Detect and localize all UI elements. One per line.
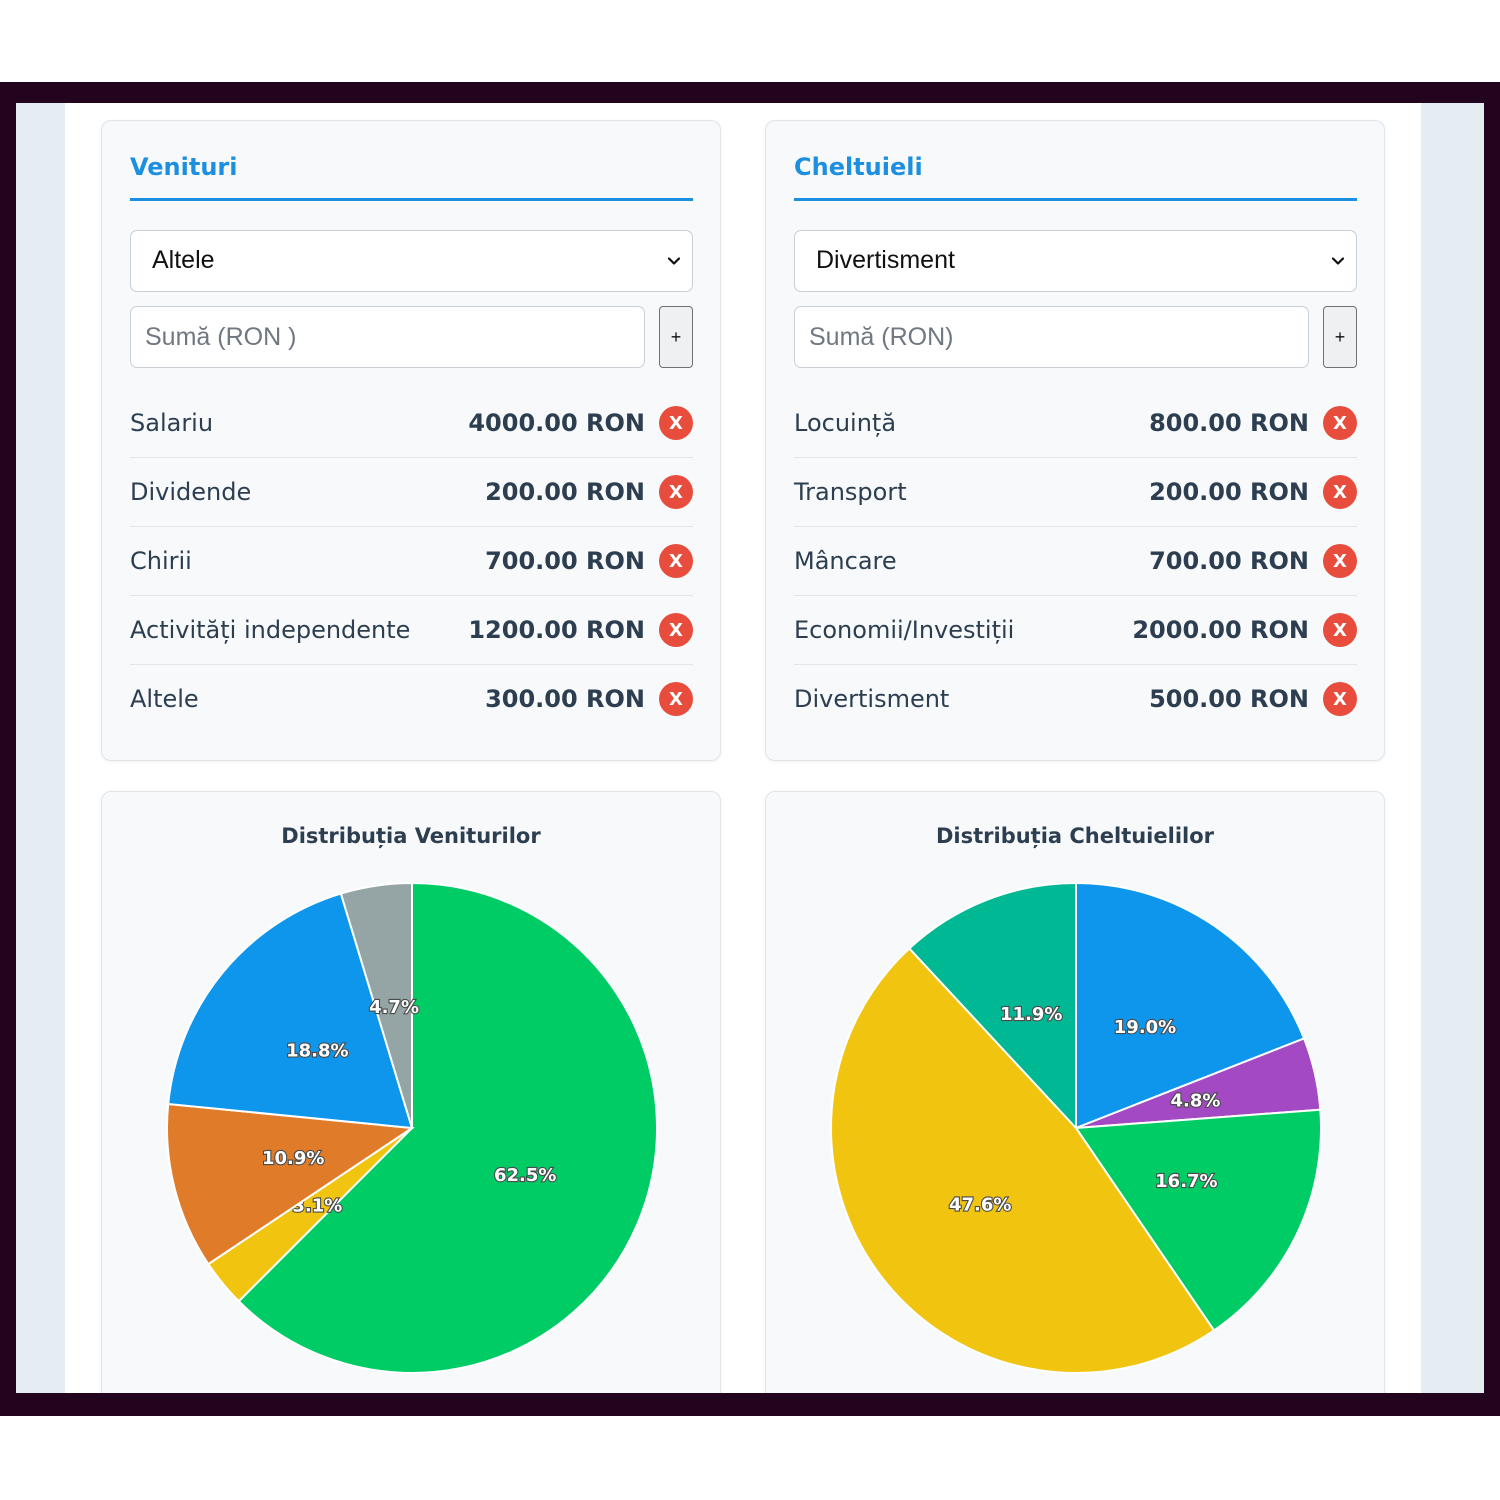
income-category-value: Altele xyxy=(152,246,215,274)
income-row-label: Dividende xyxy=(130,478,252,506)
income-pie-chart: 62.5%3.1%10.9%18.8%4.7% xyxy=(166,881,658,1374)
income-row-label: Chirii xyxy=(130,547,192,575)
expense-row-label: Mâncare xyxy=(794,547,897,575)
income-title: Venituri xyxy=(130,153,238,181)
expense-row: Mâncare 700.00 RON X xyxy=(794,527,1357,596)
expense-row-label: Transport xyxy=(794,478,907,506)
expense-row: Economii/Investiții 2000.00 RON X xyxy=(794,596,1357,665)
income-row-value: 1200.00 RON xyxy=(468,616,645,644)
delete-expense-button[interactable]: X xyxy=(1323,613,1357,647)
expense-row: Transport 200.00 RON X xyxy=(794,458,1357,527)
expense-row-value: 200.00 RON xyxy=(1149,478,1309,506)
add-income-button[interactable]: + xyxy=(659,306,693,368)
income-list: Salariu 4000.00 RON X Dividende 200.00 R… xyxy=(130,389,693,734)
expenses-title-underline xyxy=(794,198,1357,201)
income-chart-title: Distribuția Veniturilor xyxy=(281,824,541,848)
income-row: Dividende 200.00 RON X xyxy=(130,458,693,527)
pie-slice-economii-investi-ii[interactable] xyxy=(830,946,1216,1374)
expense-category-select[interactable]: Divertisment xyxy=(794,230,1357,292)
income-category-select[interactable]: Altele xyxy=(130,230,693,292)
pie-slice-label: 47.6% xyxy=(949,1194,1011,1215)
delete-expense-button[interactable]: X xyxy=(1323,682,1357,716)
pie-slice-label: 18.8% xyxy=(286,1040,348,1061)
expense-row-label: Divertisment xyxy=(794,685,950,713)
delete-income-button[interactable]: X xyxy=(659,544,693,578)
income-row-label: Salariu xyxy=(130,409,214,437)
chevron-down-icon xyxy=(1331,257,1345,265)
expense-chart-card: Distribuția Cheltuielilor 19.0% 4.8% 16.7%… xyxy=(765,791,1385,1393)
expense-row-value: 800.00 RON xyxy=(1149,409,1309,437)
pie-slice-label: 11.9% xyxy=(1000,1004,1062,1025)
app-viewport: Venituri Altele + Salariu 4000.00 RON X … xyxy=(16,103,1484,1393)
expenses-card: Cheltuieli Divertisment + Locuință 800.0… xyxy=(765,120,1385,761)
delete-income-button[interactable]: X xyxy=(659,682,693,716)
pie-slice-label: 62.5% xyxy=(494,1165,556,1186)
income-row: Chirii 700.00 RON X xyxy=(130,527,693,596)
income-card: Venituri Altele + Salariu 4000.00 RON X … xyxy=(101,120,721,761)
expenses-title: Cheltuieli xyxy=(794,153,923,181)
income-row-label: Activități independente xyxy=(130,616,411,644)
expense-list: Locuință 800.00 RON X Transport 200.00 R… xyxy=(794,389,1357,734)
pie-slice-salariu[interactable] xyxy=(237,881,658,1374)
income-amount-input[interactable] xyxy=(130,306,645,368)
pie-slice-locuin-[interactable] xyxy=(1075,881,1306,1130)
expense-row-value: 2000.00 RON xyxy=(1132,616,1309,644)
pie-slice-label: 10.9% xyxy=(262,1148,324,1169)
expense-row-value: 700.00 RON xyxy=(1149,547,1309,575)
income-title-underline xyxy=(130,198,693,201)
delete-income-button[interactable]: X xyxy=(659,406,693,440)
delete-expense-button[interactable]: X xyxy=(1323,544,1357,578)
expense-amount-input[interactable] xyxy=(794,306,1309,368)
pie-slice-divertisment[interactable] xyxy=(907,881,1077,1131)
expense-row: Locuință 800.00 RON X xyxy=(794,389,1357,458)
pie-slice-label: 16.7% xyxy=(1155,1171,1217,1192)
pie-slice-label: 4.8% xyxy=(1170,1091,1220,1112)
pie-slice-label: 19.0% xyxy=(1114,1017,1176,1038)
content-sheet: Venituri Altele + Salariu 4000.00 RON X … xyxy=(65,103,1421,1393)
expense-pie-chart: 19.0% 4.8% 16.7% 47.6% 11.9% xyxy=(830,881,1322,1374)
chevron-down-icon xyxy=(667,257,681,265)
pie-slice-activit-i-independente[interactable] xyxy=(167,892,414,1130)
pie-slice-label: 4.7% xyxy=(369,997,419,1018)
expense-row-label: Economii/Investiții xyxy=(794,616,1015,644)
delete-income-button[interactable]: X xyxy=(659,613,693,647)
delete-expense-button[interactable]: X xyxy=(1323,475,1357,509)
pie-slice-chirii[interactable] xyxy=(166,1102,415,1266)
income-chart-card: Distribuția Veniturilor 62.5% 3.1% 10.9% 18… xyxy=(101,791,721,1393)
income-row-value: 4000.00 RON xyxy=(468,409,645,437)
income-row: Activități independente 1200.00 RON X xyxy=(130,596,693,665)
income-row-value: 200.00 RON xyxy=(485,478,645,506)
pie-slice-m-ncare[interactable] xyxy=(1074,1108,1322,1332)
add-expense-button[interactable]: + xyxy=(1323,306,1357,368)
expense-chart-title: Distribuția Cheltuielilor xyxy=(935,824,1215,848)
income-row: Salariu 4000.00 RON X xyxy=(130,389,693,458)
expense-row: Divertisment 500.00 RON X xyxy=(794,665,1357,734)
income-row-value: 700.00 RON xyxy=(485,547,645,575)
expense-category-value: Divertisment xyxy=(816,246,955,274)
income-row: Altele 300.00 RON X xyxy=(130,665,693,734)
income-row-value: 300.00 RON xyxy=(485,685,645,713)
income-row-label: Altele xyxy=(130,685,199,713)
expense-row-label: Locuință xyxy=(794,409,897,437)
delete-income-button[interactable]: X xyxy=(659,475,693,509)
pie-slice-altele[interactable] xyxy=(339,881,413,1129)
delete-expense-button[interactable]: X xyxy=(1323,406,1357,440)
expense-row-value: 500.00 RON xyxy=(1149,685,1309,713)
